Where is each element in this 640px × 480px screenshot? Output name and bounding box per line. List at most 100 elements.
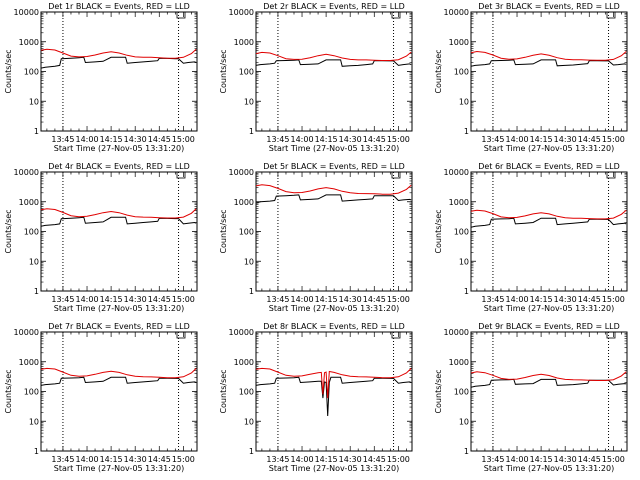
x-tick-label: 14:00 xyxy=(505,135,528,144)
y-tick-label: 10000 xyxy=(14,168,39,177)
events-series-line xyxy=(470,59,627,67)
y-tick-label: 100 xyxy=(24,388,39,397)
y-tick-label: 10 xyxy=(244,257,254,266)
y-tick-label: 1000 xyxy=(449,358,469,367)
x-tick-label: 14:00 xyxy=(505,455,528,464)
x-tick-label: 14:15 xyxy=(315,135,338,144)
plot-frame xyxy=(255,11,413,132)
legend-box xyxy=(391,171,401,179)
y-tick-label: 10 xyxy=(459,97,469,106)
chart-title: Det 7r BLACK = Events, RED = LLD xyxy=(48,322,190,331)
x-tick-label: 14:45 xyxy=(148,455,171,464)
detector-chart-3: Det 3r BLACK = Events, RED = LLD 1 10 100 10… xyxy=(434,2,628,153)
y-tick-label: 10 xyxy=(459,417,469,426)
y-tick-label: 1000 xyxy=(234,358,254,367)
y-tick-label: 10 xyxy=(244,417,254,426)
detector-chart-6: Det 6r BLACK = Events, RED = LLD 1 10 100 10… xyxy=(434,162,628,313)
y-tick-label: 1000 xyxy=(234,198,254,207)
plot-frame xyxy=(40,171,198,292)
x-tick-label: 14:45 xyxy=(578,455,601,464)
y-tick-label: 100 xyxy=(24,228,39,237)
chart-title: Det 8r BLACK = Events, RED = LLD xyxy=(263,322,405,331)
x-tick-label: 14:45 xyxy=(363,455,386,464)
x-tick-label: 13:45 xyxy=(51,455,74,464)
x-tick-label: 15:00 xyxy=(387,455,410,464)
y-tick-label: 100 xyxy=(454,68,469,77)
x-axis-label: Start Time (27-Nov-05 13:31:20) xyxy=(54,144,184,153)
x-tick-label: 13:45 xyxy=(51,135,74,144)
y-axis-label: Counts/sec xyxy=(434,49,443,93)
legend-box xyxy=(391,11,401,19)
y-tick-label: 100 xyxy=(239,228,254,237)
x-tick-label: 14:15 xyxy=(100,455,123,464)
y-tick-label: 100 xyxy=(239,388,254,397)
detector-chart-7: Det 7r BLACK = Events, RED = LLD 1 10 100 10… xyxy=(4,322,198,473)
legend-box xyxy=(606,171,616,179)
x-tick-label: 13:45 xyxy=(51,295,74,304)
lld-series-line xyxy=(470,209,627,220)
plot-frame xyxy=(40,331,198,452)
y-tick-label: 10000 xyxy=(444,168,469,177)
plot-frame xyxy=(40,11,198,132)
x-tick-label: 14:00 xyxy=(75,455,98,464)
x-tick-label: 14:45 xyxy=(363,295,386,304)
x-tick-label: 14:15 xyxy=(315,295,338,304)
legend-box xyxy=(176,171,186,179)
x-tick-label: 14:45 xyxy=(148,135,171,144)
events-series-line xyxy=(255,59,412,67)
y-axis-label: Counts/sec xyxy=(219,49,228,93)
y-tick-label: 100 xyxy=(454,228,469,237)
x-tick-label: 14:45 xyxy=(578,135,601,144)
y-tick-label: 1 xyxy=(464,447,469,456)
x-tick-label: 13:45 xyxy=(481,135,504,144)
legend-box xyxy=(606,11,616,19)
detector-chart-1: Det 1r BLACK = Events, RED = LLD 1 10 100 10… xyxy=(4,2,198,153)
x-axis-label: Start Time (27-Nov-05 13:31:20) xyxy=(54,464,184,473)
y-axis-label: Counts/sec xyxy=(4,209,13,253)
x-tick-label: 14:00 xyxy=(75,135,98,144)
x-axis-label: Start Time (27-Nov-05 13:31:20) xyxy=(484,144,614,153)
y-tick-label: 10 xyxy=(459,257,469,266)
legend-box xyxy=(176,331,186,339)
x-axis-label: Start Time (27-Nov-05 13:31:20) xyxy=(269,464,399,473)
x-tick-label: 14:45 xyxy=(578,295,601,304)
y-tick-label: 10 xyxy=(244,97,254,106)
x-tick-label: 13:45 xyxy=(481,455,504,464)
events-series-line xyxy=(40,56,197,69)
detector-chart-9: Det 9r BLACK = Events, RED = LLD 1 10 100 10… xyxy=(434,322,628,473)
lld-series-line xyxy=(40,208,197,219)
y-tick-label: 10000 xyxy=(229,168,254,177)
y-tick-label: 1 xyxy=(34,447,39,456)
x-tick-label: 15:00 xyxy=(602,135,625,144)
x-tick-label: 15:00 xyxy=(387,295,410,304)
x-axis-label: Start Time (27-Nov-05 13:31:20) xyxy=(269,304,399,313)
y-axis-label: Counts/sec xyxy=(4,49,13,93)
chart-title: Det 2r BLACK = Events, RED = LLD xyxy=(263,2,405,11)
y-tick-label: 10000 xyxy=(14,328,39,337)
y-tick-label: 1 xyxy=(34,287,39,296)
x-tick-label: 13:45 xyxy=(266,295,289,304)
x-tick-label: 13:45 xyxy=(481,295,504,304)
chart-title: Det 3r BLACK = Events, RED = LLD xyxy=(478,2,620,11)
lld-series-line xyxy=(255,367,412,399)
x-tick-label: 14:45 xyxy=(363,135,386,144)
y-axis-label: Counts/sec xyxy=(219,209,228,253)
x-tick-label: 14:30 xyxy=(124,135,147,144)
y-tick-label: 10 xyxy=(29,417,39,426)
x-tick-label: 14:15 xyxy=(530,135,553,144)
x-tick-label: 14:15 xyxy=(100,295,123,304)
x-tick-label: 14:30 xyxy=(339,455,362,464)
y-tick-label: 10000 xyxy=(444,8,469,17)
plot-frame xyxy=(470,331,628,452)
lld-series-line xyxy=(470,50,627,61)
x-tick-label: 14:30 xyxy=(554,295,577,304)
x-axis-label: Start Time (27-Nov-05 13:31:20) xyxy=(269,144,399,153)
x-tick-label: 14:15 xyxy=(530,455,553,464)
events-series-line xyxy=(470,217,627,228)
lld-series-line xyxy=(255,184,412,195)
chart-title: Det 5r BLACK = Events, RED = LLD xyxy=(263,162,405,171)
x-tick-label: 14:45 xyxy=(148,295,171,304)
x-tick-label: 14:30 xyxy=(554,135,577,144)
y-tick-label: 1000 xyxy=(19,198,39,207)
